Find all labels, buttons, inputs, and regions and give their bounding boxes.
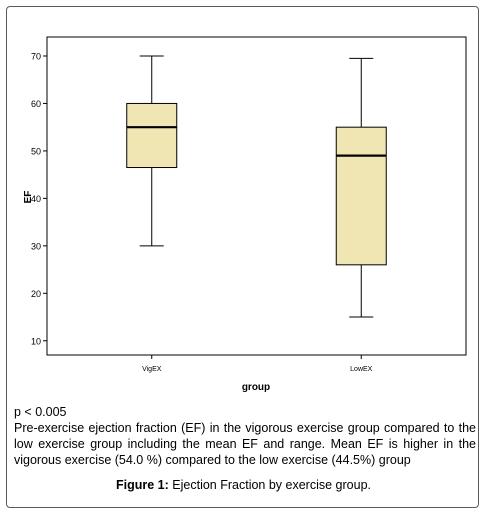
figure-description: p < 0.005 Pre-exercise ejection fraction… [14, 404, 476, 468]
y-tick-label: 20 [31, 289, 41, 299]
box-lowex [335, 57, 387, 318]
y-tick-label: 50 [31, 146, 41, 156]
figure-title: Ejection Fraction by exercise group. [172, 478, 371, 492]
y-tick-label: 40 [31, 194, 41, 204]
description-text: Pre-exercise ejection fraction (EF) in t… [14, 421, 476, 467]
x-tick-label: LowEX [350, 366, 373, 373]
y-tick-label: 60 [31, 99, 41, 109]
x-axis-label: group [242, 382, 270, 393]
iqr-box [335, 126, 387, 266]
p-value-text: p < 0.005 [14, 405, 67, 419]
figure-label: Figure 1: [116, 478, 169, 492]
boxes [126, 55, 387, 318]
plot-area [46, 36, 467, 356]
x-tick-label: VigEX [142, 366, 162, 373]
y-axis-label: EF [23, 191, 34, 204]
box-plot-chart: 10 20 30 40 50 60 70 VigEX LowEX EF group [23, 36, 467, 393]
box-vigex [126, 55, 178, 247]
y-tick-label: 10 [31, 336, 41, 346]
x-axis: VigEX LowEX [142, 355, 373, 373]
figure-caption: Figure 1: Ejection Fraction by exercise … [0, 478, 487, 492]
y-axis: 10 20 30 40 50 60 70 [31, 51, 47, 346]
y-tick-label: 70 [31, 51, 41, 61]
iqr-box [126, 102, 178, 169]
y-tick-label: 30 [31, 241, 41, 251]
